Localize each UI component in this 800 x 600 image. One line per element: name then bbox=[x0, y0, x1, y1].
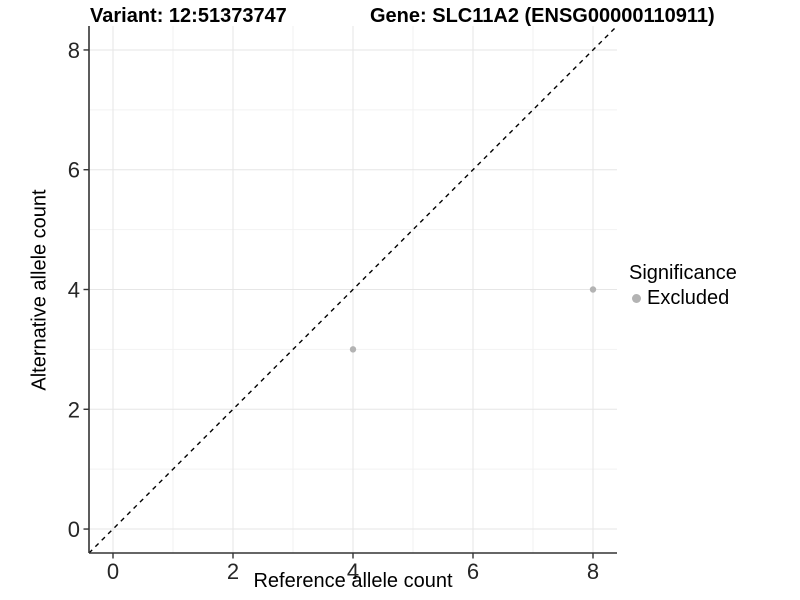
legend-point-icon bbox=[632, 293, 641, 303]
data-point bbox=[589, 286, 597, 293]
plot-title-gene: Gene: SLC11A2 (ENSG00000110911) bbox=[370, 5, 715, 27]
y-tick-label: 8 bbox=[68, 38, 80, 63]
y-axis-title: Alternative allele count bbox=[28, 189, 51, 391]
plot-title-variant: Variant: 12:51373747 bbox=[90, 5, 287, 27]
x-tick-label: 6 bbox=[467, 559, 479, 584]
x-tick-label: 8 bbox=[587, 559, 599, 584]
y-tick-label: 2 bbox=[68, 397, 80, 422]
identity-line bbox=[88, 25, 618, 554]
x-tick-label: 0 bbox=[107, 559, 119, 584]
data-point bbox=[349, 346, 357, 353]
y-tick-label: 4 bbox=[68, 278, 80, 303]
legend-item-label: Excluded bbox=[647, 287, 730, 309]
legend-title: Significance bbox=[629, 262, 737, 284]
x-tick-label: 2 bbox=[227, 559, 239, 584]
x-tick-label: 4 bbox=[347, 559, 359, 584]
legend-item-excluded: Excluded bbox=[629, 287, 737, 309]
y-tick-label: 0 bbox=[68, 517, 80, 542]
y-tick-label: 6 bbox=[68, 158, 80, 183]
legend: Significance Excluded bbox=[629, 262, 737, 309]
x-axis-title: Reference allele count bbox=[253, 570, 453, 592]
